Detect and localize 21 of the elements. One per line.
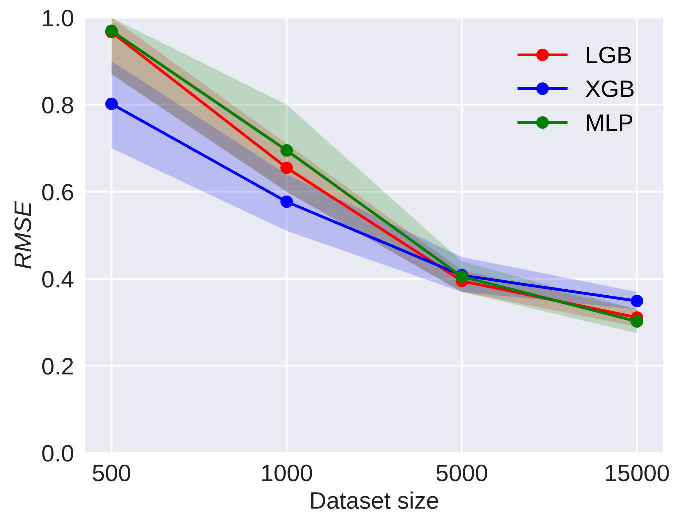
legend-label: XGB [586,80,634,98]
y-tick-label: 0.8 [42,97,74,114]
y-tick-label: 0.4 [42,271,74,288]
y-tick-label: 1.0 [43,10,74,27]
x-tick-label: 500 [93,464,131,482]
y-tick-label: 0.6 [42,184,74,201]
x-tick-label: 5000 [436,464,488,482]
legend-label: LGB [587,46,632,64]
x-tick-label: 15000 [606,464,670,482]
point [630,315,644,328]
point [280,162,294,174]
y-tick-label: 0.0 [42,445,74,462]
x-tick-label: 1000 [262,464,312,482]
y-axis-title: RMSE [14,201,32,269]
legend-label: MLP [587,114,633,131]
point [280,144,294,157]
point [280,196,294,208]
x-axis-title: Dataset size [311,492,438,510]
point [106,98,118,110]
y-tick-label: 0.2 [42,358,74,375]
point [630,294,644,308]
